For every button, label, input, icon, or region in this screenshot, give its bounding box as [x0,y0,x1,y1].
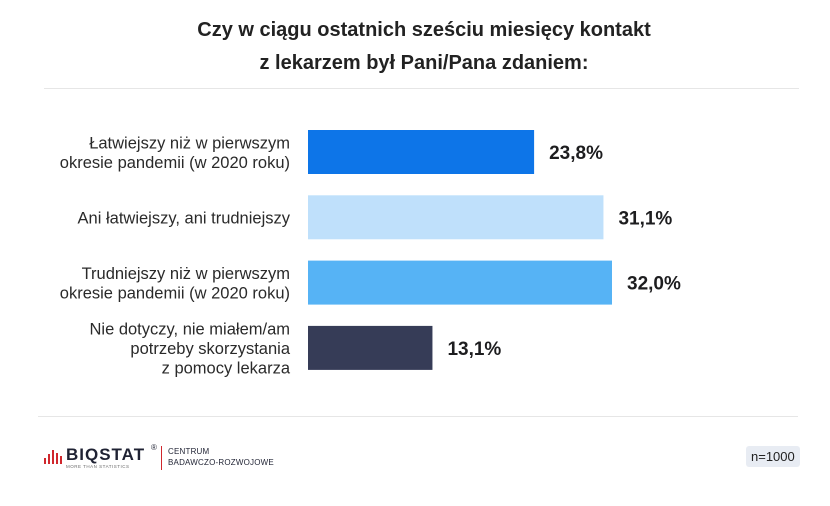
logo-centrum: CENTRUM BADAWCZO-ROZWOJOWE [168,446,274,468]
bottom-divider [38,416,798,417]
bar-chart: 23,8% Łatwiejszy niż w pierwszym okresie p… [60,130,681,377]
logo-registered-mark: ® [151,443,157,452]
category-label-3: Trudniejszy niż w pierwszym okresie pande… [60,265,290,303]
bar-3 [308,260,612,305]
value-label-1: 23,8% [549,143,603,164]
logo-wordmark: BIQSTAT [66,445,146,464]
chart-title: Czy w ciągu ostatnich sześciu miesięcy k… [0,14,830,80]
sample-size-badge: n=1000 [746,446,800,467]
logo-divider [161,446,162,470]
bar-4 [308,325,433,370]
logo-centrum-line-1: CENTRUM [168,447,210,456]
bar-1 [308,130,535,174]
bar-2 [308,195,604,240]
chart-title-line-2: z lekarzem był Pani/Pana zdaniem: [259,52,589,74]
top-divider [44,88,799,89]
bar-chart-icon [44,450,62,464]
logo-tagline: MORE THAN STATISTICS [66,464,130,469]
category-label-2: Ani łatwiejszy, ani trudniejszy [78,209,291,227]
category-label-4: Nie dotyczy, nie miałem/am potrzeby skorz… [89,320,290,377]
category-label-1: Łatwiejszy niż w pierwszym okresie pandem… [60,134,290,172]
chart-title-line-1: Czy w ciągu ostatnich sześciu miesięcy k… [197,19,651,41]
value-label-3: 32,0% [627,274,681,295]
value-label-2: 31,1% [618,208,672,229]
value-label-4: 13,1% [447,339,501,360]
logo-centrum-line-2: BADAWCZO-ROZWOJOWE [168,458,274,467]
